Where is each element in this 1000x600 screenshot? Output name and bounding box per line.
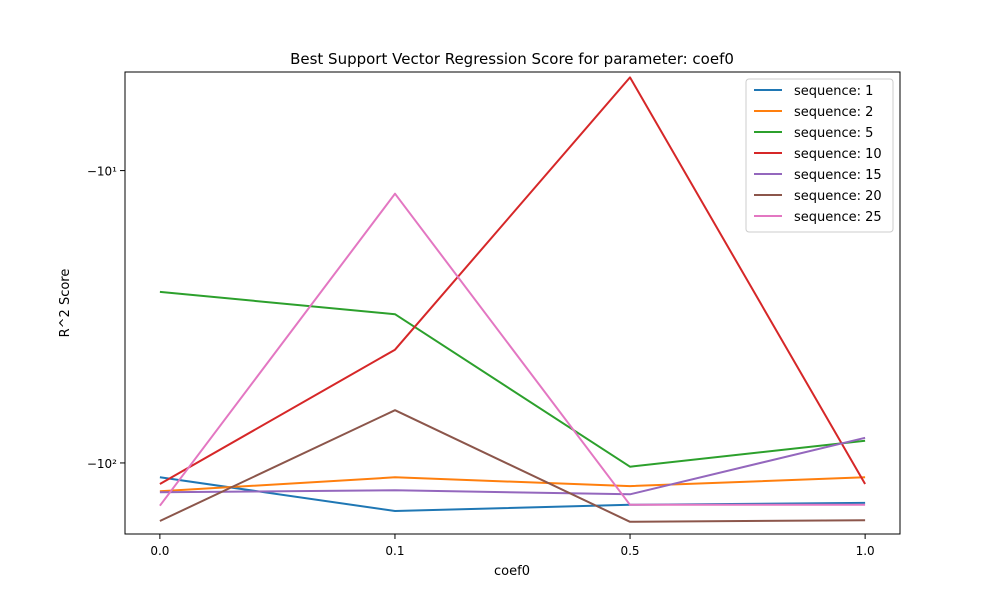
plot-series [159, 76, 866, 523]
series-line-7 [159, 192, 866, 507]
y-axis-label: R^2 Score [58, 269, 73, 338]
legend-label: sequence: 15 [794, 168, 882, 183]
plot-frame [124, 71, 901, 535]
legend-label: sequence: 5 [794, 126, 873, 141]
legend-label: sequence: 10 [794, 147, 882, 162]
x-tick-label: 0.0 [150, 544, 169, 558]
y-axis: −10¹ −10² [87, 165, 125, 471]
x-tick-label: 1.0 [856, 544, 875, 558]
legend-label: sequence: 25 [794, 210, 882, 225]
y-tick-label: −10² [87, 457, 117, 471]
series-line-3 [159, 290, 866, 468]
series-line-2 [159, 476, 866, 493]
series-line-5 [159, 436, 866, 496]
x-axis-label: coef0 [494, 564, 530, 579]
legend-label: sequence: 20 [794, 189, 882, 204]
y-tick-label: −10¹ [87, 165, 117, 179]
x-tick-label: 0.5 [620, 544, 639, 558]
x-tick-label: 0.1 [385, 544, 404, 558]
legend-label: sequence: 1 [794, 84, 873, 99]
legend: sequence: 1 sequence: 2 sequence: 5 sequenc… [745, 78, 894, 233]
series-line-4 [159, 76, 866, 485]
x-axis: 0.0 0.1 0.5 1.0 [150, 534, 875, 558]
series-line-6 [159, 409, 866, 523]
chart-title: Best Support Vector Regression Score for… [290, 50, 734, 68]
legend-label: sequence: 2 [794, 105, 873, 120]
legend-box [745, 78, 894, 233]
